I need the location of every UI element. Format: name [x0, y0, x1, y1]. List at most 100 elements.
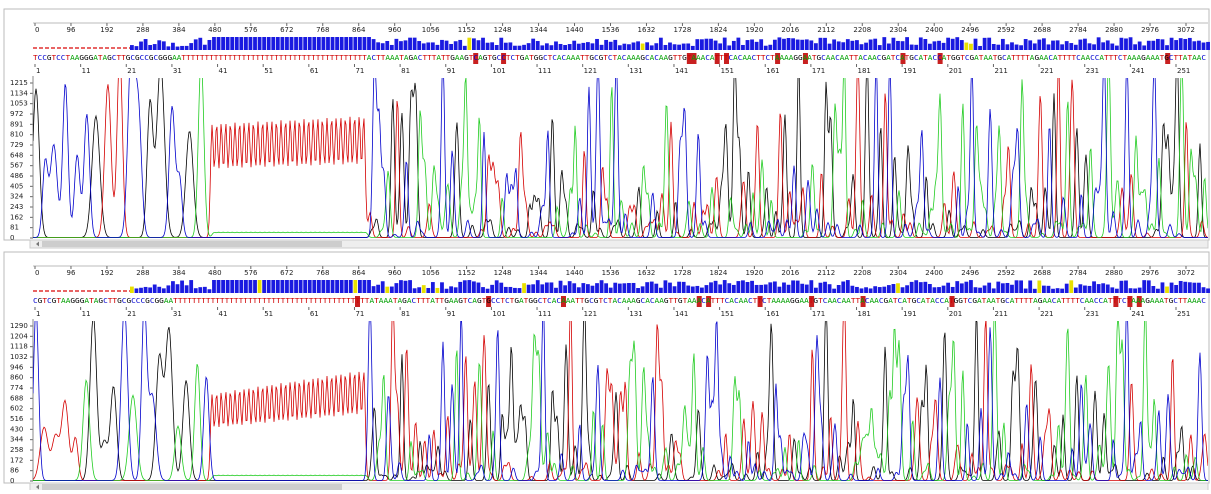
ruler-label: 2400: [925, 269, 943, 277]
quality-bar: [996, 282, 1000, 293]
quality-bar: [139, 42, 143, 50]
position-label: 231: [1086, 67, 1099, 75]
quality-bar: [212, 37, 216, 50]
quality-bar: [659, 38, 663, 50]
y-tick-label: 1032: [10, 353, 28, 361]
quality-bar: [819, 38, 823, 50]
quality-bar: [677, 282, 681, 293]
quality-bar: [864, 287, 868, 293]
ruler-label: 864: [352, 26, 366, 34]
quality-bar: [171, 43, 175, 50]
quality-bar: [823, 282, 827, 293]
quality-bar: [208, 40, 212, 50]
quality-bar: [846, 280, 850, 293]
quality-bar: [773, 40, 777, 50]
quality-bar: [714, 41, 718, 50]
quality-bar: [363, 280, 367, 293]
scrollbar-thumb[interactable]: [42, 484, 342, 490]
quality-bar: [1010, 285, 1014, 293]
scrollbar-thumb[interactable]: [42, 241, 342, 247]
quality-bar: [299, 280, 303, 293]
y-tick-label: 774: [10, 384, 24, 392]
quality-bar: [732, 41, 736, 50]
quality-bar: [1115, 46, 1119, 50]
quality-bar: [203, 287, 207, 293]
quality-bar: [280, 280, 284, 293]
quality-bar: [568, 44, 572, 50]
quality-bar: [367, 280, 371, 293]
ruler-label: 3072: [1177, 269, 1195, 277]
ruler-label: 2880: [1105, 269, 1123, 277]
quality-bar: [996, 45, 1000, 50]
quality-bar: [1179, 281, 1183, 293]
quality-bar: [659, 288, 663, 293]
quality-bar: [1033, 43, 1037, 50]
quality-bar: [194, 39, 198, 50]
quality-bar: [695, 286, 699, 293]
quality-bar: [171, 281, 175, 293]
quality-bar: [513, 288, 517, 293]
quality-bar: [746, 282, 750, 293]
quality-bar: [518, 288, 522, 293]
quality-bar: [960, 40, 964, 50]
y-tick-label: 1118: [10, 343, 28, 351]
quality-bar: [1120, 38, 1124, 50]
ruler-label: 2688: [1033, 269, 1051, 277]
position-label: 41: [219, 310, 228, 318]
quality-bar: [344, 280, 348, 293]
quality-bar: [458, 282, 462, 293]
quality-bar: [1042, 38, 1046, 50]
quality-bar: [600, 280, 604, 293]
quality-bar: [267, 37, 271, 50]
quality-bar: [686, 286, 690, 293]
ruler-label: 1056: [422, 26, 440, 34]
quality-bar: [978, 288, 982, 293]
quality-bar: [650, 45, 654, 50]
quality-bar: [376, 285, 380, 293]
quality-bar: [800, 40, 804, 50]
quality-bar: [308, 37, 312, 50]
quality-bar: [805, 285, 809, 293]
position-label: 41: [219, 67, 228, 75]
quality-bar: [554, 41, 558, 50]
quality-bar: [399, 41, 403, 50]
quality-bar: [1001, 39, 1005, 50]
quality-bar: [367, 37, 371, 50]
quality-bar: [258, 280, 262, 293]
quality-bar: [928, 44, 932, 50]
ruler-label: 480: [208, 269, 221, 277]
ruler-label: 384: [172, 26, 186, 34]
quality-bar: [454, 41, 458, 50]
quality-bar: [850, 41, 854, 50]
quality-bar: [153, 285, 157, 293]
quality-bar: [194, 288, 198, 293]
quality-bar: [591, 286, 595, 293]
quality-bar: [837, 285, 841, 293]
quality-bar: [604, 283, 608, 293]
quality-bar: [736, 38, 740, 50]
y-tick-label: 1134: [10, 89, 28, 97]
quality-bar: [664, 45, 668, 50]
quality-bar: [230, 280, 234, 293]
quality-bar: [641, 286, 645, 293]
quality-bar: [677, 45, 681, 50]
quality-bar: [823, 38, 827, 50]
quality-bar: [604, 40, 608, 50]
quality-bar: [673, 286, 677, 293]
quality-bar: [718, 43, 722, 50]
quality-bar: [910, 282, 914, 293]
quality-bar: [828, 284, 832, 293]
quality-bar: [632, 283, 636, 293]
quality-bar: [873, 39, 877, 50]
quality-bar: [622, 283, 626, 293]
ruler-label: 672: [280, 269, 293, 277]
quality-bar: [1183, 282, 1187, 293]
quality-bar: [1028, 280, 1032, 293]
ruler-label: 1152: [458, 26, 476, 34]
quality-bar: [326, 280, 330, 293]
quality-bar: [322, 280, 326, 293]
y-tick-label: 946: [10, 363, 24, 371]
quality-bar: [490, 285, 494, 293]
quality-bar: [404, 40, 408, 50]
quality-bar: [550, 45, 554, 50]
